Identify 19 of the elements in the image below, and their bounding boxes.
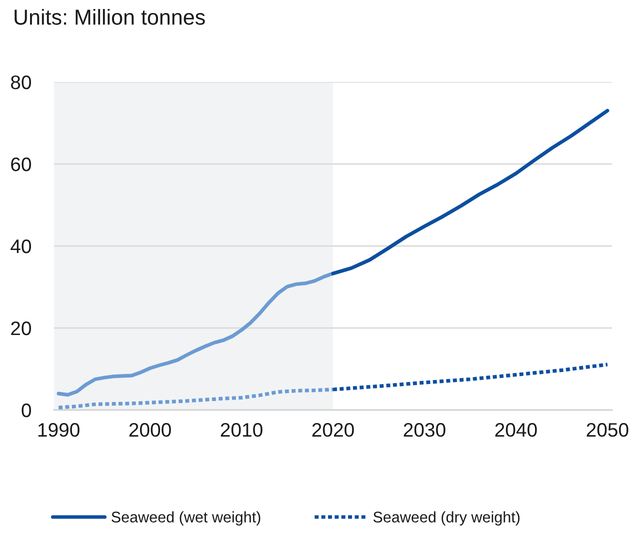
line-series: [56, 388, 335, 410]
line-series: [331, 362, 610, 392]
line-series: [331, 108, 610, 276]
x-tick-label: 2030: [404, 423, 446, 437]
x-tick-label: 2020: [312, 423, 354, 437]
line-series: [56, 272, 335, 397]
x-tick-label: 2000: [129, 423, 171, 437]
y-tick-label: 40: [10, 239, 32, 254]
x-tick-label: 2010: [220, 423, 262, 437]
y-tick-label: 60: [11, 157, 32, 172]
x-tick-label: 2050: [586, 423, 628, 437]
legend-label: Seaweed (wet weight): [112, 511, 260, 526]
y-tick-label: 0: [22, 403, 32, 418]
y-tick-label: 80: [10, 75, 32, 90]
legend-label: Seaweed (dry weight): [373, 511, 520, 526]
chart-title: Units: Million tonnes: [14, 9, 205, 25]
x-tick-label: 2040: [495, 423, 537, 437]
y-tick-label: 20: [11, 321, 32, 336]
x-tick-label: 1990: [38, 423, 80, 437]
